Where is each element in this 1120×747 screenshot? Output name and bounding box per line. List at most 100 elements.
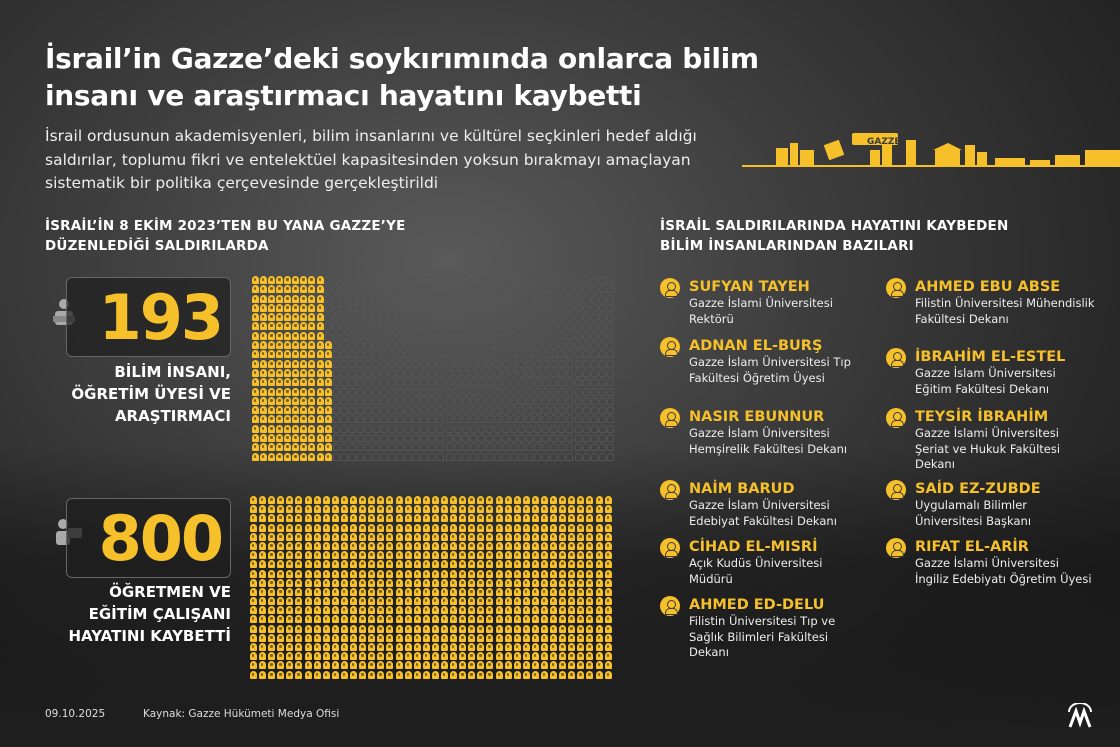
person-pictogram-empty <box>381 396 388 405</box>
person-pictogram-empty <box>372 313 380 322</box>
person-pictogram-filled <box>284 303 292 312</box>
person-pictogram-empty <box>461 387 469 396</box>
person-pictogram-empty <box>372 350 380 359</box>
person-pictogram-empty <box>405 350 413 359</box>
person-avatar-icon <box>886 538 906 558</box>
person-pictogram-filled <box>459 514 467 523</box>
person-pictogram-filled <box>331 597 339 606</box>
person-pictogram-filled <box>459 615 467 624</box>
person-pictogram-empty <box>542 322 550 331</box>
person-pictogram-filled <box>513 587 521 596</box>
person-pictogram-filled <box>359 505 367 514</box>
person-pictogram-filled <box>277 615 285 624</box>
person-pictogram-empty <box>461 443 469 452</box>
person-pictogram-filled <box>386 532 394 541</box>
person-pictogram-filled <box>350 560 358 569</box>
heading-line: DÜZENLEDİĞİ SALDIRILARDA <box>45 238 269 254</box>
person-pictogram-empty <box>332 313 340 322</box>
label-line: ÖĞRETİM ÜYESİ VE <box>71 385 231 403</box>
person-pictogram-filled <box>486 523 494 532</box>
person-pictogram-empty <box>421 331 429 340</box>
person-pictogram-filled <box>422 551 430 560</box>
person-pictogram-filled <box>300 452 308 461</box>
person-pictogram-empty <box>429 303 437 312</box>
person-pictogram-filled <box>541 532 548 541</box>
person-pictogram-filled <box>413 560 421 569</box>
person-pictogram-filled <box>308 285 316 294</box>
person-pictogram-empty <box>453 331 461 340</box>
person-pictogram-empty <box>324 331 332 340</box>
person-pictogram-filled <box>604 560 612 569</box>
person-pictogram-filled <box>286 523 294 532</box>
person-pictogram-empty <box>566 285 574 294</box>
person-pictogram-filled <box>277 541 285 550</box>
person-pictogram-empty <box>356 415 364 424</box>
person-pictogram-empty <box>372 387 380 396</box>
person-pictogram-empty <box>542 285 550 294</box>
person-pictogram-filled <box>377 560 385 569</box>
person-pictogram-empty <box>510 322 517 331</box>
person-pictogram-filled <box>568 606 576 615</box>
person-pictogram-empty <box>372 294 380 303</box>
person-pictogram-empty <box>437 322 445 331</box>
person-pictogram-filled <box>495 569 503 578</box>
person-pictogram-filled <box>440 569 448 578</box>
person-pictogram-filled <box>259 541 267 550</box>
person-role: Filistin Üniversitesi Tıp ve Sağlık Bili… <box>689 614 836 659</box>
person-pictogram-empty <box>558 387 566 396</box>
person-pictogram-filled <box>304 624 312 633</box>
person-pictogram-empty <box>590 350 598 359</box>
person-pictogram-empty <box>381 276 388 284</box>
person-pictogram-empty <box>477 303 485 312</box>
person-pictogram-empty <box>332 443 340 452</box>
person-avatar-icon <box>886 408 906 428</box>
person-pictogram-filled <box>322 496 330 504</box>
person-pictogram-empty <box>340 350 348 359</box>
person-pictogram-filled <box>284 415 292 424</box>
person-pictogram-filled <box>404 606 412 615</box>
person-pictogram-filled <box>368 633 376 642</box>
person-pictogram-filled <box>513 606 521 615</box>
person-pictogram-empty <box>598 350 606 359</box>
person-name: NASIR EBUNNUR <box>689 409 825 425</box>
person-pictogram-empty <box>542 415 550 424</box>
person-pictogram-filled <box>313 606 321 615</box>
stat-label-scientists: BİLİM İNSANI, ÖĞRETİM ÜYESİ VE ARAŞTIRMA… <box>40 361 231 427</box>
person-pictogram-filled <box>292 443 300 452</box>
person-avatar-icon <box>886 480 906 500</box>
person-pictogram-filled <box>304 652 312 661</box>
person-pictogram-filled <box>300 341 308 350</box>
heading-line: İSRAİL SALDIRILARINDA HAYATINI KAYBEDEN <box>660 218 1009 234</box>
person-pictogram-empty <box>510 285 517 294</box>
person-pictogram-empty <box>550 387 558 396</box>
person-pictogram-filled <box>316 378 324 387</box>
person-pictogram-filled <box>604 551 612 560</box>
person-pictogram-empty <box>574 387 582 396</box>
person-pictogram-filled <box>277 643 285 651</box>
person-pictogram-empty <box>461 331 469 340</box>
person-pictogram-filled <box>286 606 294 615</box>
person-pictogram-filled <box>331 541 339 550</box>
person-pictogram-filled <box>295 496 303 504</box>
person-pictogram-filled <box>250 505 257 514</box>
person-pictogram-filled <box>577 624 585 633</box>
person-pictogram-filled <box>604 569 612 578</box>
person-pictogram-filled <box>304 661 312 670</box>
person-pictogram-empty <box>453 276 461 284</box>
person-pictogram-empty <box>364 313 372 322</box>
person-pictogram-empty <box>324 285 332 294</box>
person-pictogram-empty <box>518 368 526 377</box>
person-pictogram-empty <box>437 303 445 312</box>
person-pictogram-filled <box>284 452 292 461</box>
person-pictogram-filled <box>468 624 476 633</box>
person-pictogram-filled <box>486 670 494 679</box>
person-pictogram-empty <box>340 378 348 387</box>
person-pictogram-filled <box>513 633 521 642</box>
person-pictogram-filled <box>308 452 316 461</box>
person-pictogram-filled <box>259 523 267 532</box>
person-pictogram-empty <box>348 387 356 396</box>
person-pictogram-filled <box>252 387 259 396</box>
person-pictogram-filled <box>308 368 316 377</box>
person-pictogram-empty <box>348 434 356 443</box>
person-pictogram-empty <box>340 341 348 350</box>
